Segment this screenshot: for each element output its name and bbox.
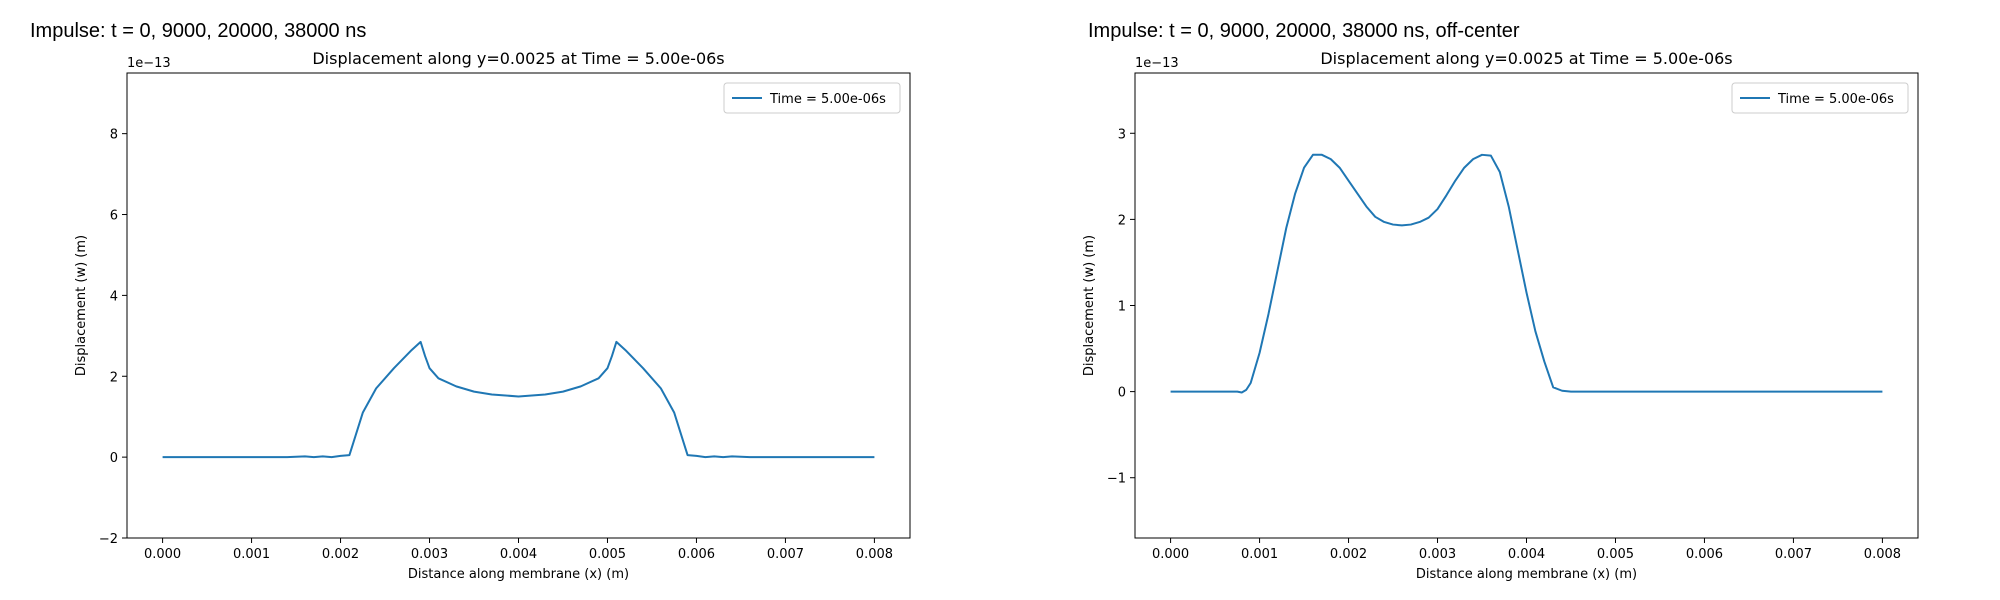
chart1-x-tick-label: 0.008 (1864, 547, 1901, 562)
chart1-x-tick-label: 0.006 (1686, 547, 1723, 562)
chart0-title: Displacement along y=0.0025 at Time = 5.… (312, 49, 724, 68)
chart1-x-tick-label: 0.003 (1419, 547, 1456, 562)
chart1-x-tick-label: 0.001 (1241, 547, 1278, 562)
chart1-x-tick-label: 0.004 (1508, 547, 1545, 562)
chart1-y-tick-label: 1 (1118, 300, 1126, 315)
chart0-legend-box (723, 82, 901, 114)
chart1-title: Displacement along y=0.0025 at Time = 5.… (1320, 49, 1732, 68)
chart1-legend-label: Time = 5.00e-06s (1777, 92, 1894, 107)
chart1-x-tick-label: 0.007 (1775, 547, 1812, 562)
chart0-x-tick-label: 0.005 (589, 547, 626, 562)
chart1-plot-frame (1134, 72, 1919, 539)
chart1-y-offset-label: 1e−13 (1135, 56, 1179, 71)
chart1-x-tick-label: 0.002 (1330, 547, 1367, 562)
chart1-legend-box (1731, 82, 1909, 114)
chart0-x-tick-label: 0.008 (856, 547, 893, 562)
chart0-y-tick-label: 8 (110, 128, 118, 143)
chart0-x-axis-label: Distance along membrane (x) (m) (408, 567, 629, 582)
chart0-y-axis-label: Displacement (w) (m) (74, 235, 89, 376)
chart0-y-tick-label: −2 (99, 532, 118, 547)
chart1-y-tick-label: −1 (1107, 472, 1126, 487)
left-panel-heading: Impulse: t = 0, 9000, 20000, 38000 ns (30, 20, 367, 42)
chart0-plot-frame (126, 72, 911, 539)
chart0-y-tick-label: 4 (110, 289, 118, 304)
chart0-y-offset-label: 1e−13 (127, 56, 171, 71)
chart0-y-tick-label: 0 (110, 451, 118, 466)
chart0-x-tick-label: 0.007 (767, 547, 804, 562)
chart1-y-axis-label: Displacement (w) (m) (1082, 235, 1097, 376)
chart1-x-axis-label: Distance along membrane (x) (m) (1416, 567, 1637, 582)
chart0-x-tick-label: 0.002 (322, 547, 359, 562)
chart0-series-line (162, 340, 875, 459)
chart0-x-tick-label: 0.003 (411, 547, 448, 562)
right-panel-heading: Impulse: t = 0, 9000, 20000, 38000 ns, o… (1088, 20, 1520, 42)
chart1-x-tick-label: 0.005 (1597, 547, 1634, 562)
chart0-y-tick-label: 2 (110, 370, 118, 385)
chart1-y-tick-label: 3 (1118, 127, 1126, 142)
chart0-x-tick-label: 0.000 (144, 547, 181, 562)
chart0-x-tick-label: 0.001 (233, 547, 270, 562)
chart0-x-tick-label: 0.006 (678, 547, 715, 562)
chart1-series-line (1170, 153, 1883, 394)
chart0-x-tick-label: 0.004 (500, 547, 537, 562)
chart1-x-tick-label: 0.000 (1152, 547, 1189, 562)
chart1-y-tick-label: 2 (1118, 213, 1126, 228)
chart0-y-tick-label: 6 (110, 209, 118, 224)
chart0-legend-label: Time = 5.00e-06s (769, 92, 886, 107)
chart1-y-tick-label: 0 (1118, 386, 1126, 401)
